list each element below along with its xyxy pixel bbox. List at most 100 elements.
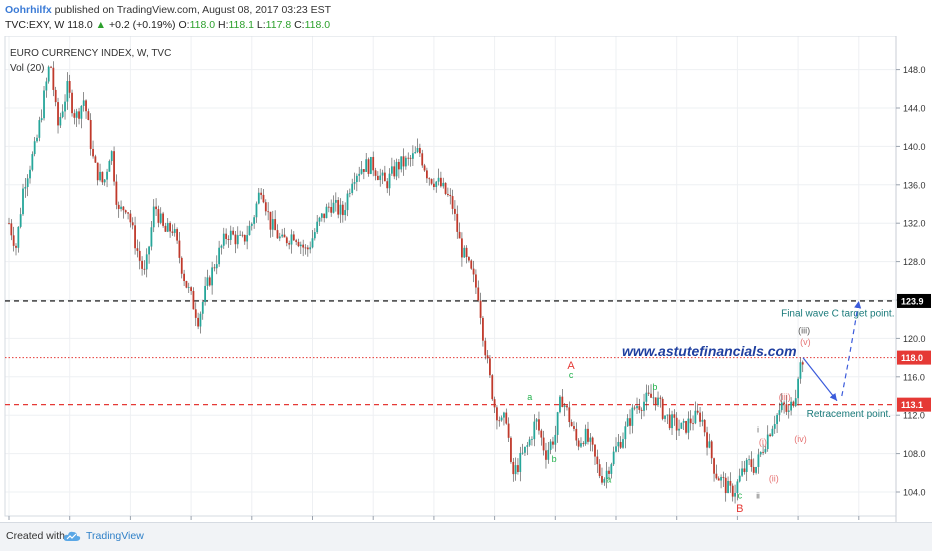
candle-body — [414, 152, 417, 154]
candle-body — [587, 428, 589, 442]
candle-body — [713, 458, 715, 474]
symbol-quote: TVC:EXY, W 118.0 ▲ +0.2 (+0.19%) O:118.0… — [5, 19, 330, 31]
candle-body — [8, 223, 10, 224]
y-tick-label: 108.0 — [903, 449, 926, 459]
candle-body — [302, 244, 305, 248]
candle-body — [164, 225, 167, 232]
candle-body — [657, 397, 659, 406]
wave-label: (iii) — [779, 392, 791, 402]
price-chart[interactable]: EURO CURRENCY INDEX, W, TVC Vol (20) Ac a… — [0, 36, 932, 522]
candle-body — [323, 213, 326, 219]
candle-body — [397, 161, 400, 170]
candle-body — [239, 234, 242, 236]
wave-label: (iii) — [798, 326, 810, 336]
high-label: H: — [217, 19, 229, 31]
candle-body — [773, 424, 776, 429]
candle-body — [92, 148, 94, 157]
candle-body — [316, 221, 319, 233]
candle-body — [134, 225, 136, 249]
candle-body — [150, 227, 153, 247]
candle-body — [355, 175, 358, 183]
candle-body — [512, 461, 515, 475]
candle-body — [792, 401, 795, 406]
candle-body — [505, 412, 508, 424]
candle-body — [465, 247, 468, 258]
candle-body — [29, 169, 31, 179]
volume-indicator-label[interactable]: Vol (20) — [10, 63, 44, 74]
candle-body — [178, 240, 181, 258]
candle-body — [108, 161, 111, 172]
candle-body — [612, 451, 615, 465]
candle-body — [278, 236, 281, 239]
wave-label: b — [552, 454, 557, 464]
candle-body — [393, 166, 396, 177]
candle-body — [734, 493, 736, 497]
candle-body — [320, 213, 323, 218]
candle-body — [454, 208, 456, 214]
candle-body — [283, 234, 286, 238]
candle-body — [594, 444, 596, 457]
candle-body — [566, 405, 568, 408]
candle-body — [561, 396, 564, 408]
tradingview-brand-link[interactable]: TradingView — [86, 530, 144, 542]
candle-body — [227, 238, 230, 240]
candle-body — [524, 446, 526, 453]
candle-body — [759, 451, 762, 455]
chart-title: EURO CURRENCY INDEX, W, TVC — [10, 48, 171, 59]
candle-body — [99, 171, 101, 181]
candle-body — [246, 235, 249, 242]
candle-body — [292, 234, 295, 241]
candle-body — [159, 213, 162, 223]
candle-body — [797, 378, 799, 399]
candle-body — [647, 392, 650, 394]
candle-body — [173, 229, 176, 233]
candle-body — [262, 194, 265, 203]
candle-body — [475, 274, 477, 288]
candle-body — [162, 213, 164, 226]
price-tags: 123.9 118.0 113.1 — [897, 293, 931, 412]
candle-body — [243, 234, 246, 242]
candle-body — [26, 178, 29, 187]
candle-body — [138, 250, 141, 261]
candle-body — [80, 105, 83, 119]
candle-body — [365, 159, 368, 172]
candle-body — [192, 291, 195, 310]
author-link[interactable]: Oohrhilfx — [5, 4, 52, 16]
candle-body — [545, 450, 547, 460]
candle-body — [486, 355, 489, 359]
candle-body — [692, 423, 694, 425]
candle-body — [640, 409, 643, 411]
candle-body — [652, 397, 655, 399]
candle-body — [416, 147, 419, 153]
candle-body — [619, 441, 622, 448]
candle-body — [78, 111, 80, 119]
candle-body — [271, 219, 274, 230]
symbol-name[interactable]: TVC:EXY, W — [5, 19, 65, 31]
candle-body — [260, 192, 263, 195]
chart-header: Oohrhilfx published on TradingView.com, … — [0, 0, 932, 36]
candle-body — [727, 480, 729, 494]
wave-label: a — [606, 474, 611, 484]
candle-body — [248, 225, 251, 236]
candle-body — [757, 454, 760, 467]
candle-body — [729, 480, 732, 486]
candle-body — [52, 67, 55, 90]
candle-body — [425, 170, 428, 179]
candle-body — [664, 415, 666, 419]
candle-body — [169, 222, 171, 232]
candle-body — [36, 137, 38, 142]
candle-body — [171, 231, 174, 233]
candle-body — [461, 238, 463, 258]
candle-body — [10, 223, 13, 236]
candle-body — [183, 273, 185, 282]
candle-body — [610, 464, 613, 474]
candle-body — [745, 459, 748, 472]
candle-body — [764, 449, 767, 453]
candle-body — [367, 159, 370, 174]
candle-body — [185, 281, 188, 288]
candle-body — [376, 175, 379, 181]
candle-body — [489, 358, 491, 376]
candle-body — [299, 244, 302, 247]
candle-body — [540, 430, 543, 438]
candle-body — [554, 434, 557, 445]
